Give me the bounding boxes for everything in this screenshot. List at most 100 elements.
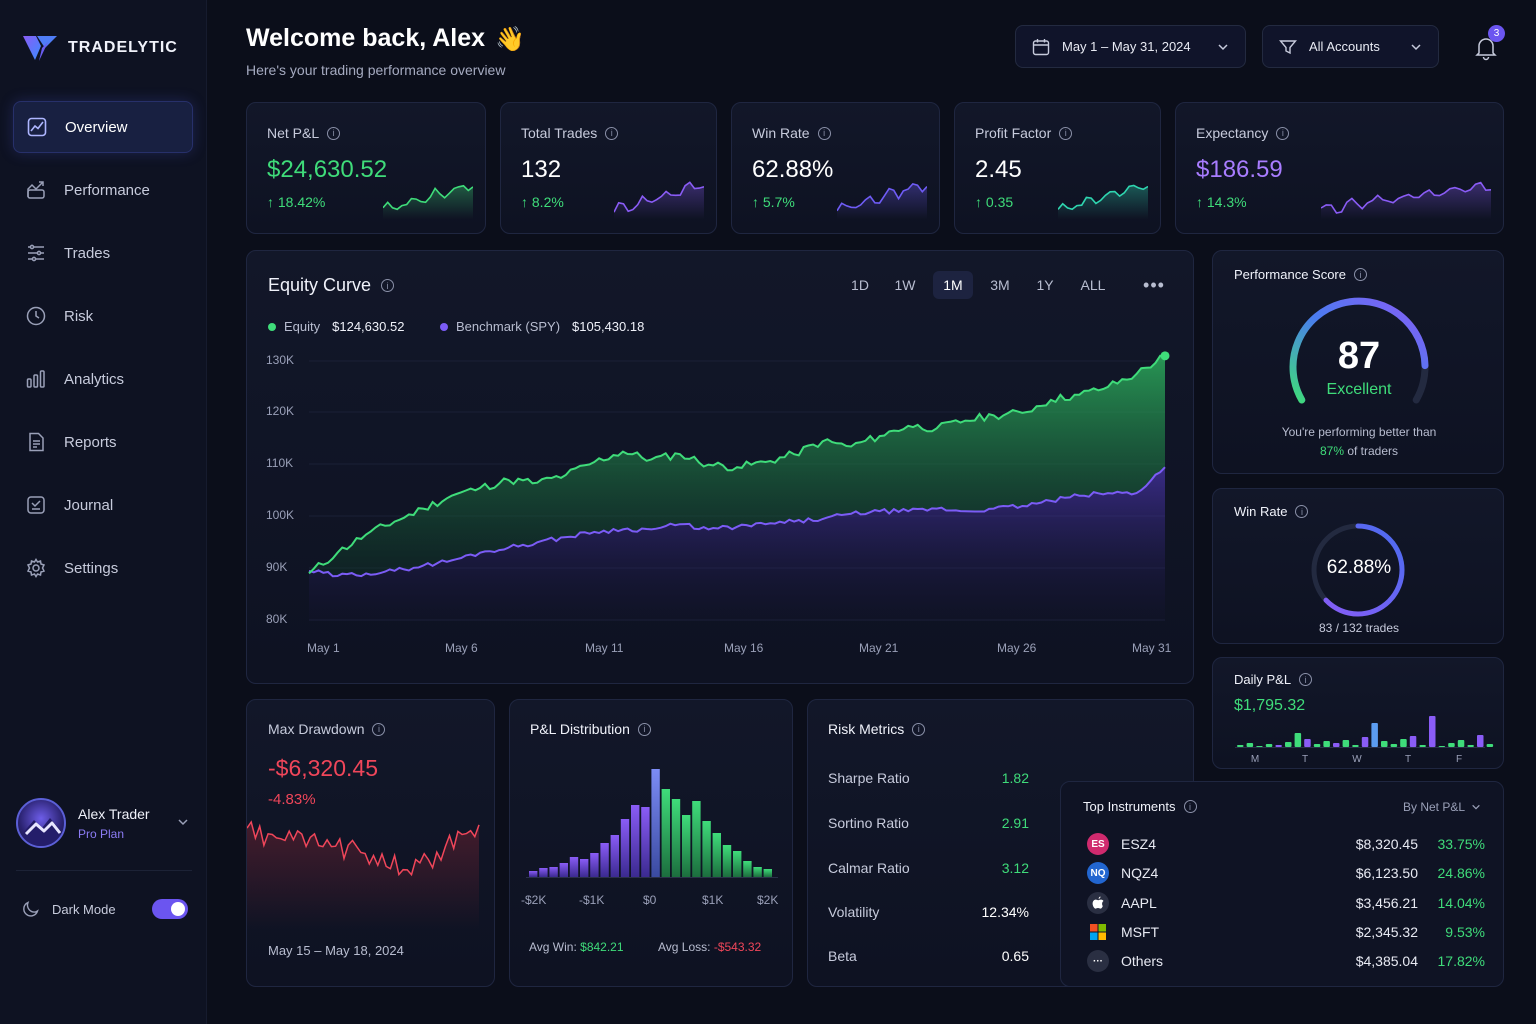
daily-bar	[1323, 741, 1330, 747]
label-text: Win Rate	[1234, 504, 1288, 519]
chevron-down-icon	[1472, 804, 1480, 810]
win-rate-ring	[1311, 523, 1405, 617]
sort-label: By Net P&L	[1403, 800, 1466, 814]
dark-mode-label: Dark Mode	[52, 901, 116, 917]
more-icon: ···	[1087, 950, 1109, 972]
legend-value: $124,630.52	[332, 319, 405, 334]
info-icon[interactable]: i	[1354, 268, 1367, 281]
y-tick-label: 120K	[266, 404, 295, 418]
timeframe-1m[interactable]: 1M	[933, 271, 973, 299]
instrument-row[interactable]: MSFT $2,345.32 9.53%	[1087, 921, 1485, 943]
instrument-pct: 17.82%	[1437, 953, 1485, 969]
sidebar-item-overview[interactable]: Overview	[13, 101, 193, 153]
risk-metric-row: Beta 0.65	[828, 948, 1029, 964]
sidebar-item-label: Settings	[64, 559, 119, 577]
sparkline-chart	[614, 181, 704, 219]
info-icon[interactable]: i	[605, 126, 619, 140]
info-icon[interactable]: i	[327, 126, 341, 140]
sidebar-item-label: Performance	[64, 181, 150, 199]
timeframe-1d[interactable]: 1D	[851, 277, 869, 293]
sparkline-chart	[383, 184, 473, 219]
metric-name: Volatility	[828, 904, 880, 920]
timeframe-1y[interactable]: 1Y	[1036, 277, 1054, 293]
win-rate-label: Win Rate i	[1234, 504, 1309, 519]
instrument-row[interactable]: NQ NQZ4 $6,123.50 24.86%	[1087, 862, 1485, 884]
dark-mode-row: Dark Mode	[22, 897, 188, 921]
equity-curve-card: Equity Curve i 1D 1W 1M 3M 1Y ALL ••• Eq…	[246, 250, 1194, 684]
pnl-distribution-card: P&L Distribution i -$2K -$1K $0 $1K $2K Avg …	[509, 699, 793, 987]
sidebar-item-settings[interactable]: Settings	[13, 542, 193, 594]
dark-mode-toggle[interactable]	[152, 899, 188, 919]
histogram-bar	[569, 857, 579, 877]
accounts-filter[interactable]: All Accounts	[1262, 25, 1439, 68]
instrument-pct: 14.04%	[1437, 895, 1485, 911]
info-icon[interactable]: i	[912, 722, 926, 736]
timeframe-1w[interactable]: 1W	[894, 277, 916, 293]
gear-icon	[26, 558, 46, 578]
histogram-bar	[559, 863, 568, 877]
drawdown-line	[247, 820, 480, 877]
info-icon[interactable]: i	[1299, 673, 1313, 686]
sparkline-area	[837, 183, 927, 219]
metric-name: Calmar Ratio	[828, 860, 910, 876]
sparkline-chart	[837, 182, 927, 219]
histogram-bar	[743, 861, 752, 877]
instrument-row[interactable]: AAPL $3,456.21 14.04%	[1087, 892, 1485, 914]
stat-label: Net P&L i	[267, 125, 341, 141]
daily-bar	[1467, 745, 1474, 747]
sidebar-item-reports[interactable]: Reports	[13, 416, 193, 468]
daily-bar	[1381, 741, 1388, 747]
date-range-picker[interactable]: May 1 – May 31, 2024	[1015, 25, 1246, 68]
score-gauge	[1289, 297, 1429, 404]
instrument-row[interactable]: ··· Others $4,385.04 17.82%	[1087, 950, 1485, 972]
chevron-down-icon[interactable]	[177, 816, 189, 828]
avg-loss-value: -$543.32	[713, 940, 762, 954]
legend-equity: Equity $124,630.52	[268, 319, 404, 334]
histogram-bar	[651, 769, 660, 877]
stat-card: Net P&L i $24,630.52 ↑ 18.42%	[246, 102, 486, 234]
brand[interactable]: TRADELYTIC	[22, 34, 178, 62]
score-description: You're performing better than	[1281, 425, 1437, 439]
max-drawdown-label: Max Drawdown i	[268, 721, 386, 737]
x-tick-label: May 31	[1132, 641, 1172, 655]
info-icon[interactable]: i	[637, 722, 651, 736]
metric-value: 0.65	[1001, 948, 1029, 964]
label-text: Top Instruments	[1083, 799, 1176, 814]
sidebar-item-trades[interactable]: Trades	[13, 227, 193, 279]
sidebar-item-analytics[interactable]: Analytics	[13, 353, 193, 405]
more-options-icon[interactable]: •••	[1143, 274, 1165, 295]
info-icon[interactable]: i	[817, 126, 831, 140]
chart-line-icon	[27, 117, 47, 137]
instrument-pnl: $6,123.50	[1355, 865, 1418, 881]
sparkline-line	[1058, 184, 1148, 211]
sparkline-area	[614, 182, 704, 219]
info-icon[interactable]: i	[1183, 800, 1197, 813]
daily-bar	[1486, 744, 1494, 747]
sort-dropdown[interactable]: By Net P&L	[1403, 800, 1481, 814]
sidebar-item-risk[interactable]: Risk	[13, 290, 193, 342]
info-icon[interactable]: i	[372, 722, 386, 736]
stat-card: Total Trades i 132 ↑ 8.2%	[500, 102, 717, 234]
instrument-row[interactable]: ES ESZ4 $8,320.45 33.75%	[1087, 833, 1485, 855]
win-rate-card: Win Rate i 62.88% 83 / 132 trades	[1212, 488, 1504, 644]
bell-icon[interactable]	[1472, 34, 1500, 62]
info-icon[interactable]: i	[381, 279, 395, 292]
instrument-symbol: Others	[1121, 953, 1164, 969]
info-icon[interactable]: i	[1276, 126, 1290, 140]
histogram-bar	[661, 789, 670, 877]
info-icon[interactable]: i	[1295, 505, 1309, 518]
info-icon[interactable]: i	[1059, 126, 1073, 140]
daily-pnl-value: $1,795.32	[1234, 697, 1306, 714]
histogram-bar	[671, 799, 681, 877]
equity-endpoint[interactable]	[1160, 351, 1170, 361]
sidebar-item-performance[interactable]: Performance	[13, 164, 193, 216]
timeframe-all[interactable]: ALL	[1080, 277, 1106, 293]
user-card[interactable]: Alex Trader Pro Plan	[16, 795, 196, 851]
timeframe-3m[interactable]: 3M	[990, 277, 1010, 293]
sidebar-item-journal[interactable]: Journal	[13, 479, 193, 531]
label-text: Profit Factor	[975, 125, 1052, 141]
equity-chart[interactable]	[247, 251, 1194, 684]
x-tick-label: May 6	[445, 641, 478, 655]
microsoft-icon	[1087, 921, 1109, 943]
